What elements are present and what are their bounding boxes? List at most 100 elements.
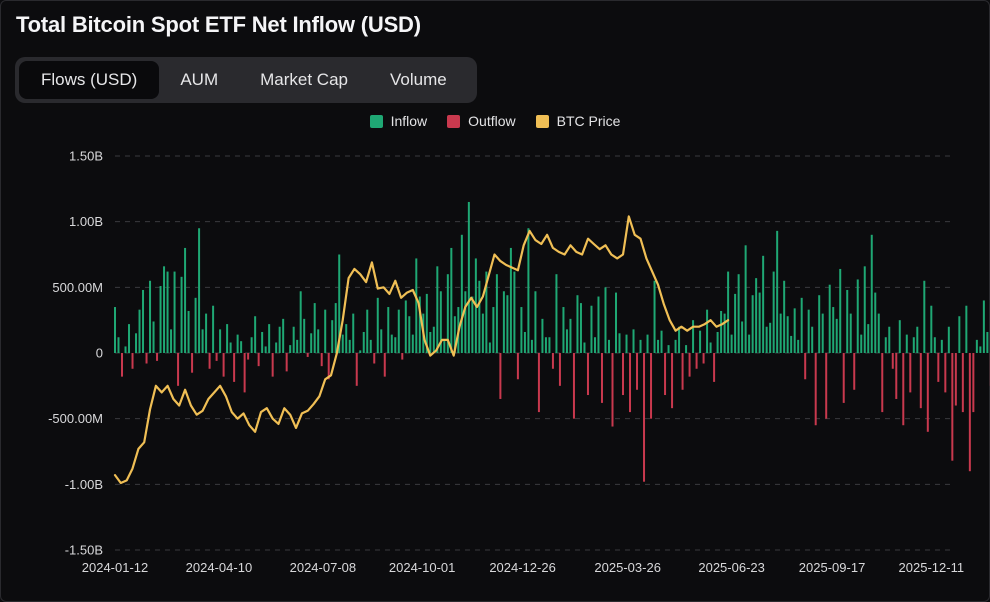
outflow-bar [499,353,502,399]
tab-volume[interactable]: Volume [390,70,447,89]
outflow-bar [972,353,975,413]
inflow-bar [261,331,264,353]
outflow-bar [600,353,603,403]
inflow-bar [699,330,702,353]
outflow-bar [285,353,288,372]
tab-flows-usd[interactable]: Flows (USD) [19,61,160,99]
inflow-bar [432,326,435,353]
y-tick-label: -1.50B [65,543,103,558]
outflow-bar [611,353,614,427]
inflow-bar [128,324,131,353]
inflow-bar [341,334,344,353]
outflow-bar [222,353,225,377]
inflow-bar [769,322,772,353]
inflow-bar [657,339,660,353]
inflow-bar [947,326,950,353]
inflow-bar [884,337,887,353]
inflow-bar [986,331,989,353]
outflow-bar [891,353,894,369]
inflow-bar [425,293,428,353]
inflow-bar [163,266,166,353]
inflow-bar [562,307,565,353]
tab-market-cap[interactable]: Market Cap [260,70,348,89]
inflow-bar [390,334,393,353]
inflow-bar [839,268,842,353]
inflow-bar [408,316,411,353]
outflow-bar [306,353,309,357]
inflow-bar [797,339,800,353]
inflow-bar [149,280,152,353]
inflow-bar [860,334,863,353]
inflow-bar [877,313,880,353]
outflow-bar [688,353,691,377]
outflow-bar [215,353,218,361]
outflow-bar [968,353,971,472]
legend-label-btc-price: BTC Price [556,113,621,129]
inflow-bar [625,334,628,353]
legend-item-inflow[interactable]: Inflow [369,113,427,129]
inflow-bar [331,320,334,353]
inflow-bar [282,318,285,353]
legend-swatch-inflow [369,114,383,128]
inflow-bar [198,228,201,353]
outflow-bar [233,353,236,382]
inflow-bar [615,292,617,353]
inflow-bar [867,324,870,353]
inflow-bar [709,342,712,353]
x-tick-label: 2024-01-12 [82,560,149,575]
inflow-bar [597,296,600,353]
outflow-bar [954,353,957,406]
inflow-bar [184,247,187,353]
inflow-bar [352,313,355,353]
inflow-bar [380,329,383,353]
inflow-bar [299,291,302,353]
x-tick-label: 2025-09-17 [799,560,866,575]
outflow-bar [902,353,905,426]
inflow-bar [429,331,432,353]
inflow-bar [471,296,474,353]
tab-aum[interactable]: AUM [180,70,219,89]
inflow-bar [362,331,365,353]
inflow-bar [583,342,586,353]
outflow-bar [909,353,912,393]
legend-item-outflow[interactable]: Outflow [447,113,516,129]
inflow-bar [800,297,803,353]
inflow-bar [506,295,509,353]
inflow-bar [135,333,138,353]
legend-label-outflow: Outflow [468,113,516,129]
outflow-bar [247,353,250,360]
outflow-bar [401,353,404,360]
x-tick-label: 2025-03-26 [594,560,661,575]
outflow-bar [643,353,646,482]
inflow-bar [692,320,695,353]
legend-item-btc-price[interactable]: BTC Price [535,113,621,129]
inflow-bar [180,276,183,353]
outflow-bar [551,353,554,369]
outflow-bar [516,353,519,380]
inflow-bar [366,309,369,353]
inflow-bar [250,337,253,353]
inflow-bar [453,316,456,353]
inflow-bar [310,333,313,353]
inflow-bar [793,308,796,353]
outflow-bar [919,353,922,409]
outflow-bar [881,353,884,413]
inflow-bar [467,201,470,353]
inflow-bar [751,295,754,353]
inflow-bar [874,292,877,353]
outflow-bar [671,353,674,409]
outflow-bar [895,353,898,399]
inflow-bar [446,274,449,353]
outflow-bar [853,353,856,390]
outflow-bar [702,353,705,364]
inflow-bar [982,300,985,353]
inflow-bar [296,339,299,353]
inflow-bar [523,331,526,353]
outflow-bar [586,353,589,396]
inflow-bar [159,286,162,353]
inflow-bar [348,339,351,353]
inflow-bar [765,326,768,353]
inflow-bar [201,329,204,353]
inflow-bar [541,318,544,353]
